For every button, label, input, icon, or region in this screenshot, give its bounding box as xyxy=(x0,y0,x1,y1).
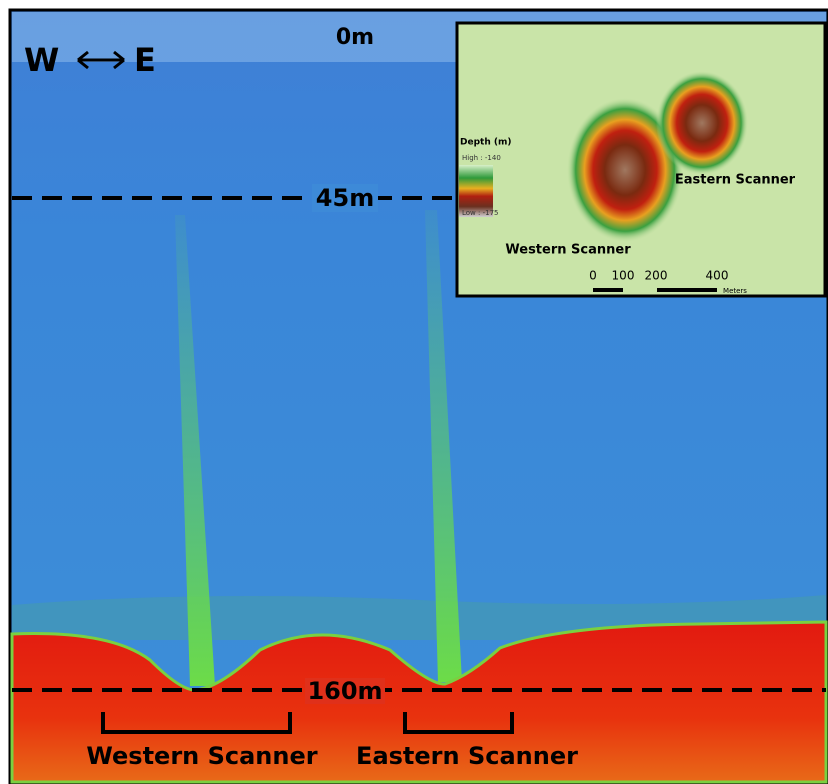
depth-label: 0m xyxy=(336,25,374,50)
scanner-label: Eastern Scanner xyxy=(356,742,578,770)
scale-tick: 100 xyxy=(612,269,635,283)
page: {"echogram": { "direction": {"west": "W"… xyxy=(0,0,828,784)
eastern-crater xyxy=(656,71,748,175)
scale-unit: Meters xyxy=(723,287,747,295)
direction-east: E xyxy=(134,41,156,79)
legend-title: Depth (m) xyxy=(460,138,511,148)
inset-scanner-label: Western Scanner xyxy=(505,243,631,258)
legend-high: High : -140 xyxy=(462,154,501,162)
depth-label: 45m xyxy=(316,184,374,212)
scale-tick: 200 xyxy=(645,269,668,283)
scale-tick: 0 xyxy=(589,269,597,283)
scanner-label: Western Scanner xyxy=(86,742,317,770)
inset-scanner-label: Eastern Scanner xyxy=(675,173,796,188)
direction-west: W xyxy=(24,41,59,79)
depth-label: 160m xyxy=(307,677,382,705)
inset-map: Depth (m) High : -140 Low : -175 Eastern… xyxy=(457,23,825,296)
scale-bar xyxy=(657,288,717,292)
figure: 0m 45m 160m W E Western Scanner Eastern … xyxy=(0,0,828,784)
scale-tick: 400 xyxy=(706,269,729,283)
scale-bar xyxy=(593,288,623,292)
legend-low: Low : -175 xyxy=(462,209,498,217)
